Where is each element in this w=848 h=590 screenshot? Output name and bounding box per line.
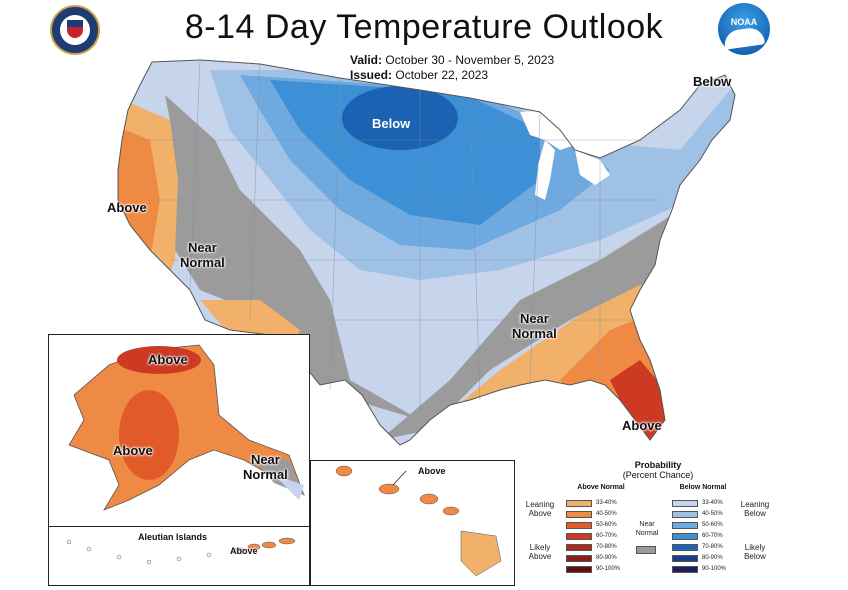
alaska-inset — [48, 334, 310, 527]
legend-below-swatch — [672, 500, 698, 507]
legend-above-header: Above Normal — [577, 484, 625, 491]
legend-leaning-below: Leaning Below — [740, 500, 770, 518]
lake-huron — [575, 150, 610, 185]
label-alaska-above-west: Above — [113, 443, 153, 458]
label-near-normal-southeast: Near Normal — [512, 311, 557, 341]
alaska-map — [68, 344, 305, 511]
legend-above-swatch — [566, 533, 592, 540]
aleutian-title: Aleutian Islands — [138, 532, 208, 542]
state-boundaries — [140, 61, 660, 420]
legend-below-range-label: 50-60% — [702, 522, 723, 528]
legend-above-range-label: 60-70% — [596, 533, 617, 539]
noaa-logo-text: NOAA — [730, 17, 758, 27]
legend-below-range-label: 33-40% — [702, 500, 723, 506]
seal-shield-icon — [67, 20, 83, 38]
legend-below-range-label: 80-90% — [702, 555, 723, 561]
issued-line: Issued: October 22, 2023 — [350, 68, 488, 82]
aleutian-inset — [48, 526, 310, 586]
legend-below-swatch — [672, 566, 698, 573]
hawaii-inset — [310, 460, 515, 586]
label-below-north: Below — [372, 116, 411, 131]
hawaii-map — [335, 465, 502, 577]
label-hawaii-above: Above — [418, 466, 446, 476]
legend-above-swatch — [566, 500, 592, 507]
legend-leaning-above: Leaning Above — [525, 500, 555, 518]
doc-seal-icon — [50, 5, 100, 55]
label-aleutian-above: Above — [230, 546, 258, 556]
legend-above-swatch — [566, 511, 592, 518]
legend-below-swatch — [672, 522, 698, 529]
label-below-northeast: Below — [693, 74, 732, 89]
legend-below-range-label: 40-50% — [702, 511, 723, 517]
conus-outline — [117, 59, 736, 446]
legend-below-swatch — [672, 533, 698, 540]
label-alaska-above-north: Above — [148, 352, 188, 367]
label-near-normal-west: Near Normal — [180, 240, 225, 270]
legend-below-swatch — [672, 555, 698, 562]
legend-above-range-label: 40-50% — [596, 511, 617, 517]
legend-likely-below: Likely Below — [744, 543, 766, 561]
legend-below-swatch — [672, 511, 698, 518]
label-above-florida: Above — [622, 418, 662, 433]
legend-near-normal-label: Near Normal — [635, 521, 659, 537]
legend-title: Probability — [634, 460, 682, 470]
valid-dates: October 30 - November 5, 2023 — [385, 53, 555, 67]
legend-below-range-label: 60-70% — [702, 533, 723, 539]
legend-above-swatch — [566, 555, 592, 562]
legend-below-header: Below Normal — [679, 484, 727, 491]
valid-line: Valid: October 30 - November 5, 2023 — [350, 53, 554, 67]
noaa-logo-icon: NOAA — [718, 3, 770, 55]
legend-above-swatch — [566, 566, 592, 573]
legend-subtitle: (Percent Chance) — [622, 470, 694, 480]
legend-above-swatch — [566, 544, 592, 551]
aleutian-map — [66, 537, 296, 565]
label-above-west: Above — [107, 200, 147, 215]
legend-above-range-label: 80-90% — [596, 555, 617, 561]
legend-above-range-label: 33-40% — [596, 500, 617, 506]
lake-michigan — [535, 140, 555, 200]
issued-date: October 22, 2023 — [395, 68, 489, 82]
legend-below-swatch — [672, 544, 698, 551]
legend-above-range-label: 50-60% — [596, 522, 617, 528]
legend-above-range-label: 70-80% — [596, 544, 617, 550]
legend-near-normal-swatch — [636, 546, 656, 554]
legend-above-swatch — [566, 522, 592, 529]
legend-below-range-label: 70-80% — [702, 544, 723, 550]
legend-likely-above: Likely Above — [528, 543, 552, 561]
map-title: 8-14 Day Temperature Outlook — [184, 8, 664, 46]
label-alaska-near-normal: Near Normal — [243, 452, 288, 482]
legend-below-range-label: 90-100% — [702, 566, 727, 572]
issued-label: Issued: — [350, 68, 393, 82]
valid-label: Valid: — [350, 53, 383, 67]
legend-above-range-label: 90-100% — [596, 566, 621, 572]
